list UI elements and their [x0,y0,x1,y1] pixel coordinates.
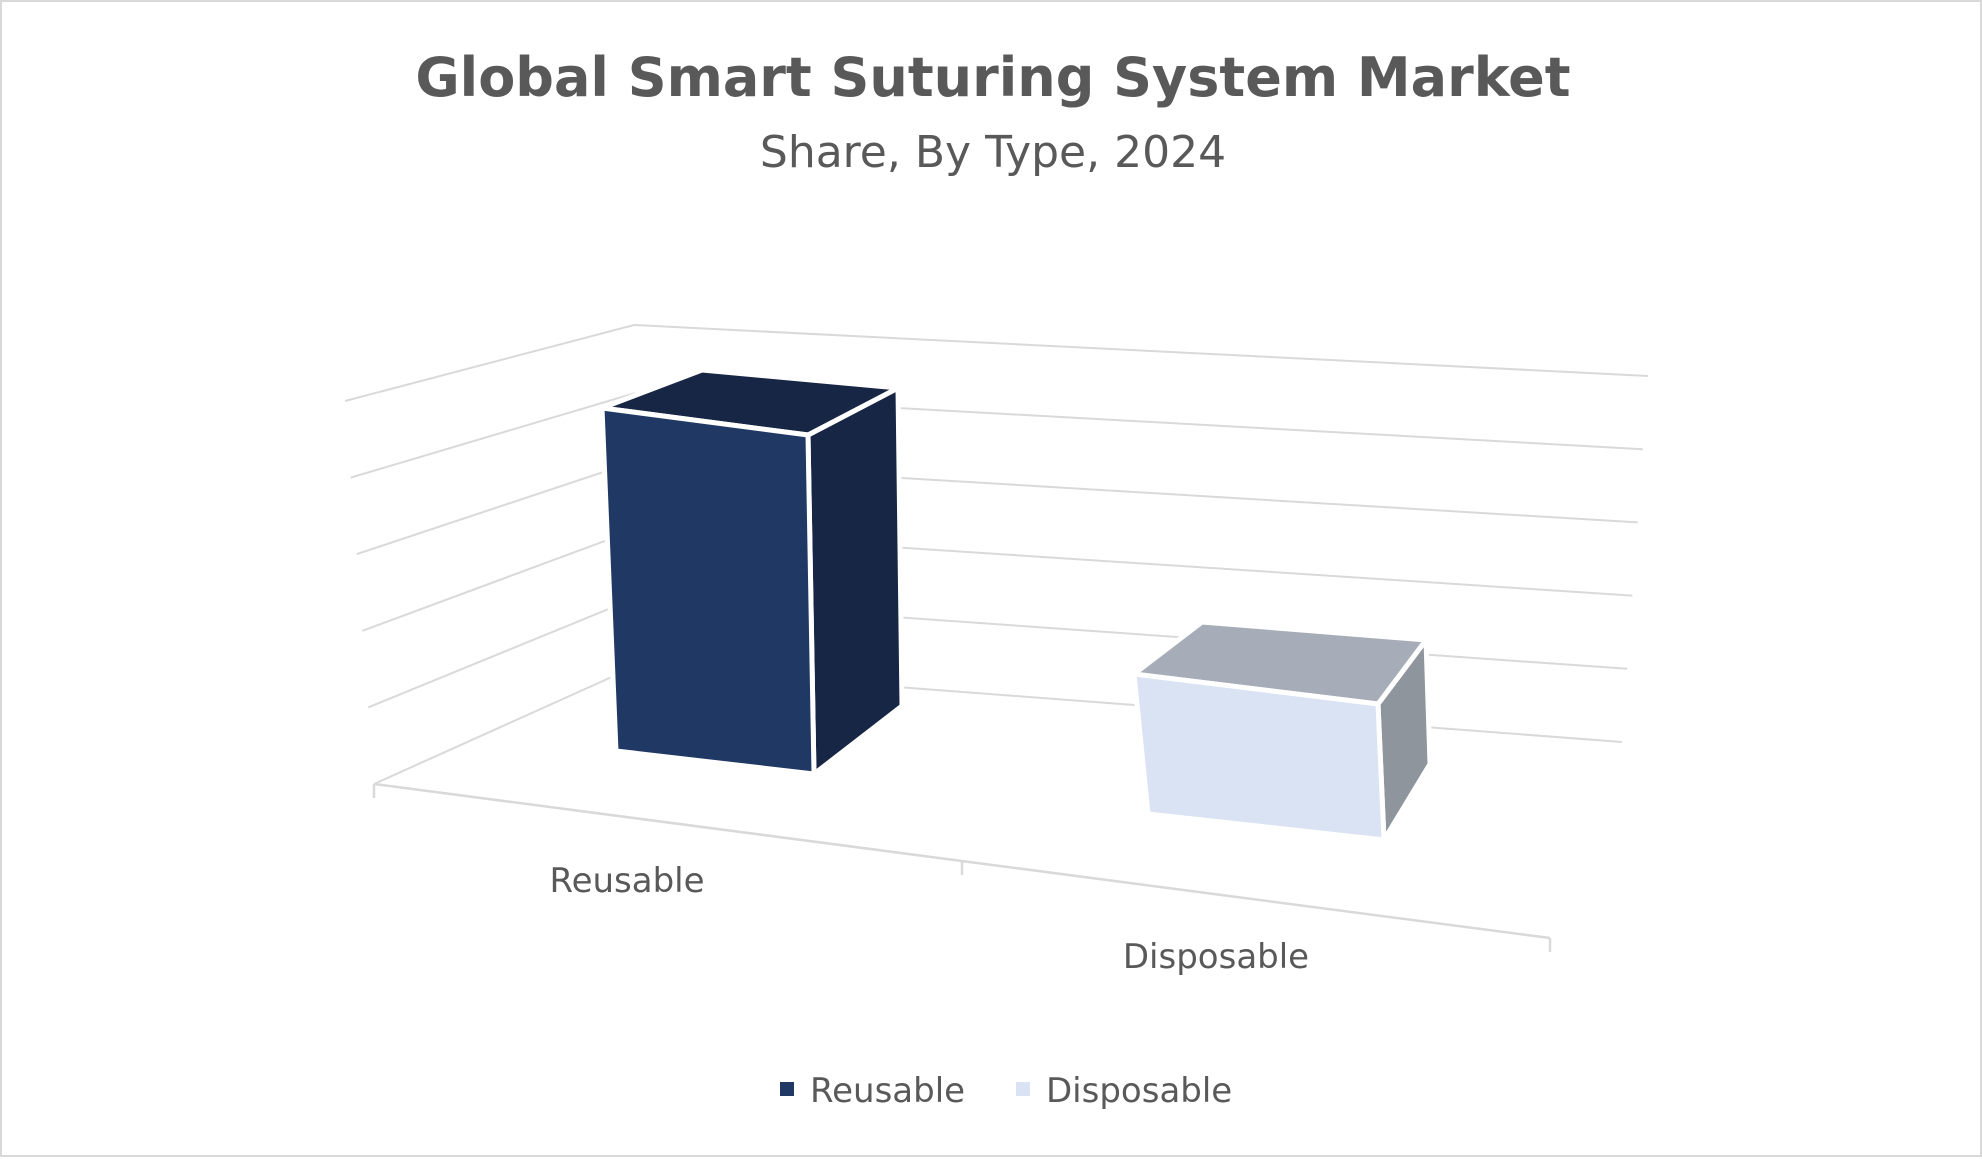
gridlines [344,323,1649,785]
legend-label: Disposable [1046,1071,1232,1111]
gridline [367,597,1628,709]
category-label: Disposable [1123,937,1309,977]
legend-item: Disposable [1016,1071,1232,1111]
bar-front-face [1131,671,1387,843]
legend-swatch [1016,1082,1030,1096]
category-label: Reusable [549,861,704,901]
category-axis [372,782,1552,952]
bar-side-face [805,383,905,780]
legend-item: Reusable [780,1071,965,1111]
legend-label: Reusable [810,1071,965,1111]
gridline [344,323,1649,402]
gridline [362,529,1633,632]
legend-swatch [780,1082,794,1096]
bar-front-face [599,405,817,777]
chart-title: Global Smart Suturing System Market [415,46,1570,109]
gridline [356,460,1638,556]
gridline [350,392,1643,479]
legend: Reusable Disposable [780,1071,1232,1111]
category-labels: Reusable Disposable [549,861,1309,977]
bar-reusable [599,367,907,780]
chart-subtitle: Share, By Type, 2024 [760,127,1226,178]
bars [599,367,1433,849]
bar-disposable [1127,619,1433,849]
gridline [373,665,1623,785]
